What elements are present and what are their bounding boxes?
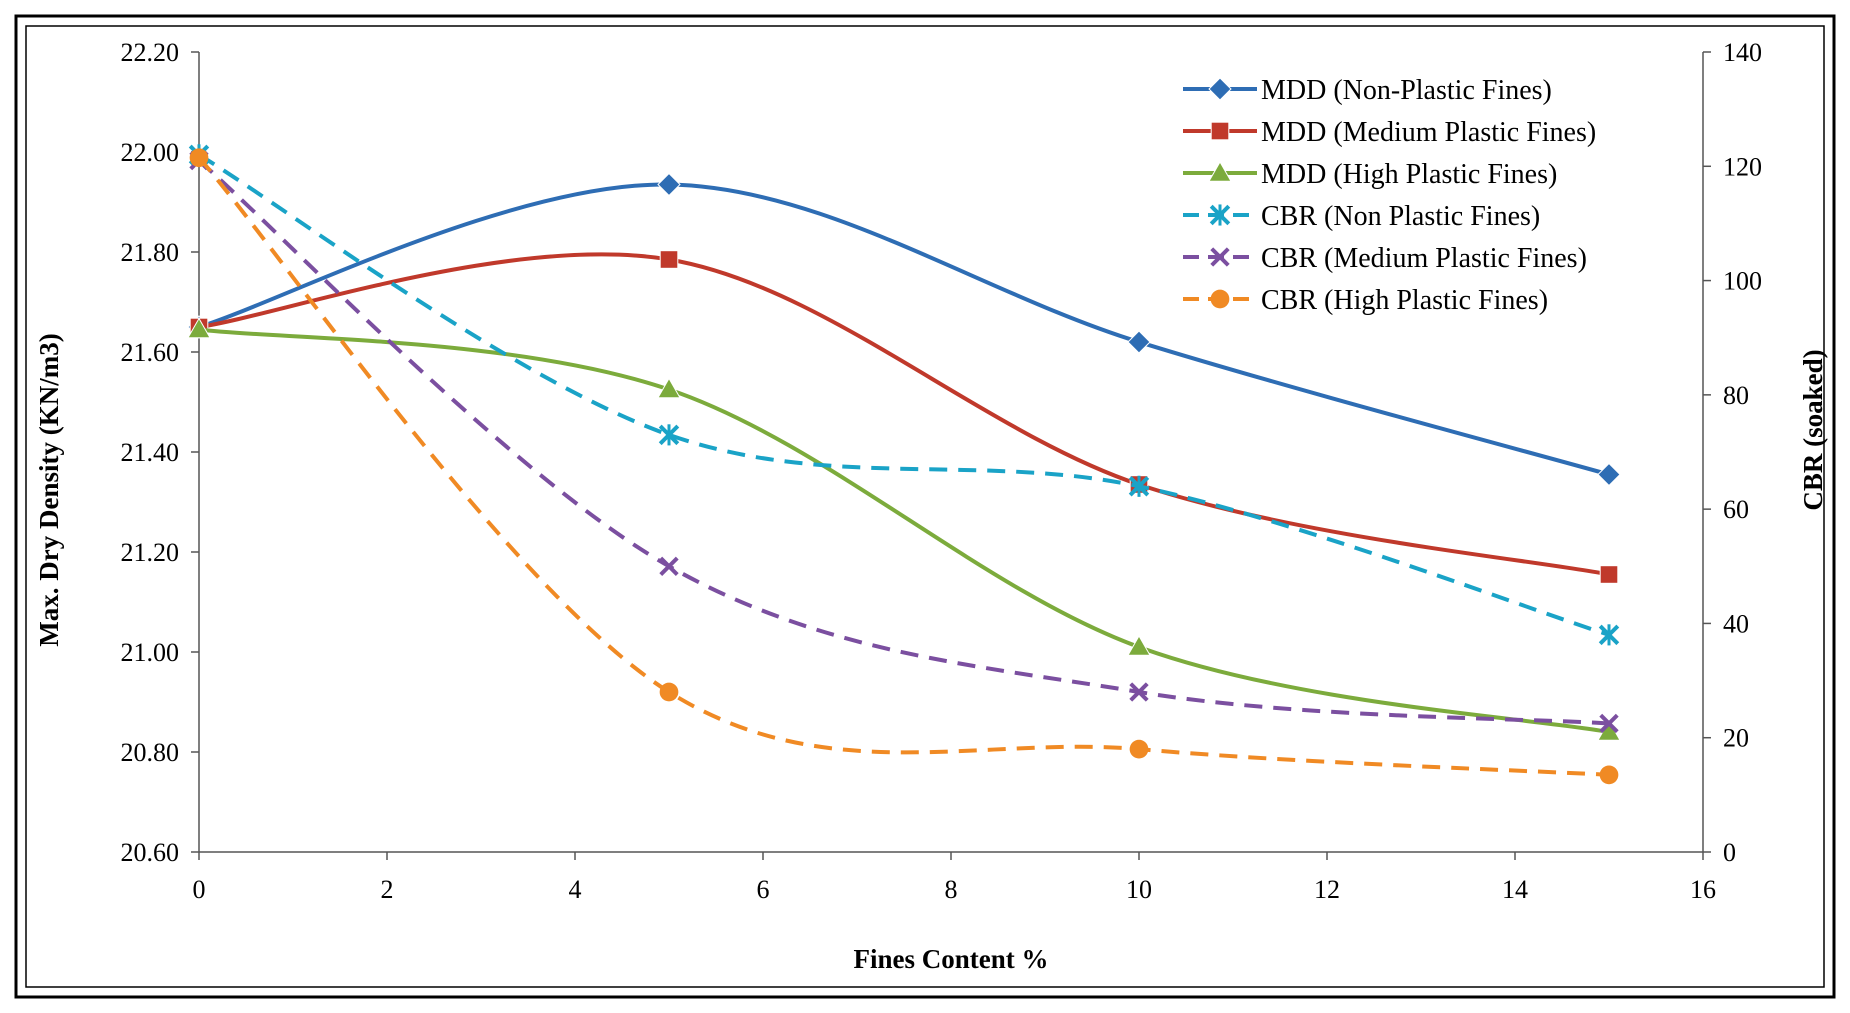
x-axis-title: Fines Content % (854, 944, 1049, 974)
data-point-circle (1129, 739, 1149, 759)
y-tick-label: 22.00 (121, 138, 180, 167)
data-point-triangle (1208, 160, 1232, 182)
legend-label: CBR (Non Plastic Fines) (1261, 201, 1540, 232)
data-point-square (1599, 565, 1619, 584)
data-point-square (1210, 121, 1230, 141)
legend-label: CBR (High Plastic Fines) (1261, 285, 1548, 316)
y2-tick-label: 80 (1723, 381, 1749, 410)
legend-label: MDD (Medium Plastic Fines) (1261, 117, 1596, 148)
series-3 (187, 317, 1621, 741)
y-tick-label: 20.80 (121, 738, 180, 767)
data-point-star (1598, 624, 1620, 646)
data-point-square (659, 250, 679, 269)
y-tick-label: 21.20 (121, 538, 180, 567)
data-point-x (1129, 682, 1149, 702)
data-point-diamond (1127, 330, 1151, 354)
series-line (198, 252, 1610, 577)
y2-tick-label: 0 (1723, 838, 1736, 867)
x-tick-label: 0 (193, 875, 206, 904)
x-tick-label: 6 (757, 875, 770, 904)
x-stroke (1599, 713, 1619, 734)
x-stroke (1129, 682, 1149, 702)
y2-tick-label: 140 (1723, 38, 1762, 67)
data-point-x (1599, 713, 1619, 734)
data-point-triangle (1127, 634, 1151, 656)
y-tick-label: 21.60 (121, 338, 180, 367)
y-tick-label: 20.60 (121, 838, 180, 867)
y-axis-title: Max. Dry Density (KN/m3) (34, 333, 64, 646)
data-point-star (658, 424, 680, 446)
legend-label: MDD (Non-Plastic Fines) (1261, 75, 1552, 106)
y-tick-label: 21.40 (121, 438, 180, 467)
y2-tick-label: 60 (1723, 495, 1749, 524)
legend-item: MDD (Non-Plastic Fines) (1183, 75, 1552, 106)
series-line (198, 327, 1610, 734)
y-tick-label: 21.00 (121, 638, 180, 667)
data-point-star (1128, 475, 1150, 497)
y2-axis-title: CBR (soaked) (1798, 349, 1828, 510)
y2-tick-label: 20 (1723, 724, 1749, 753)
data-point-triangle (187, 317, 211, 339)
x-tick-label: 16 (1690, 875, 1716, 904)
series-line (197, 153, 1610, 637)
series-5 (189, 150, 1619, 734)
data-point-x (1210, 247, 1230, 267)
x-tick-label: 14 (1502, 875, 1528, 904)
data-point-circle (1599, 765, 1619, 785)
data-point-circle (189, 148, 209, 168)
series-line (198, 182, 1610, 477)
series-6 (189, 148, 1619, 785)
legend-item: CBR (Medium Plastic Fines) (1183, 243, 1587, 274)
outer-frame (14, 14, 1836, 999)
x-tick-label: 10 (1126, 875, 1152, 904)
legend: MDD (Non-Plastic Fines) MDD (Medium Plast… (1183, 75, 1596, 316)
y2-tick-label: 120 (1723, 152, 1762, 181)
x-tick-label: 12 (1314, 875, 1340, 904)
data-point-star (1209, 204, 1231, 226)
y-tick-label: 22.20 (121, 38, 180, 67)
legend-label: MDD (High Plastic Fines) (1261, 159, 1557, 190)
legend-item: MDD (Medium Plastic Fines) (1183, 117, 1596, 148)
legend-label: CBR (Medium Plastic Fines) (1261, 243, 1587, 274)
y2-tick-label: 100 (1723, 267, 1762, 296)
y2-tick-label: 40 (1723, 609, 1749, 638)
inner-frame (25, 25, 1825, 988)
data-point-triangle (657, 377, 681, 399)
data-point-circle (1210, 289, 1230, 309)
series-layer (187, 144, 1621, 785)
data-point-diamond (657, 172, 681, 197)
x-stroke (659, 556, 679, 576)
data-point-x (659, 556, 679, 576)
ticks-layer: 20.60 20.80 21.00 21.20 21.40 21.60 21.80 22.00… (121, 38, 1763, 904)
series-line (197, 156, 1610, 777)
data-point-diamond (1208, 77, 1232, 101)
y-tick-label: 21.80 (121, 238, 180, 267)
data-point-circle (659, 682, 679, 702)
x-stroke (1210, 247, 1230, 267)
legend-item: MDD (High Plastic Fines) (1183, 159, 1557, 190)
x-tick-label: 2 (381, 875, 394, 904)
data-point-diamond (1597, 462, 1621, 487)
legend-item: CBR (Non Plastic Fines) (1183, 201, 1540, 232)
legend-item: CBR (High Plastic Fines) (1183, 285, 1548, 316)
x-tick-label: 4 (569, 875, 582, 904)
x-tick-label: 8 (945, 875, 958, 904)
